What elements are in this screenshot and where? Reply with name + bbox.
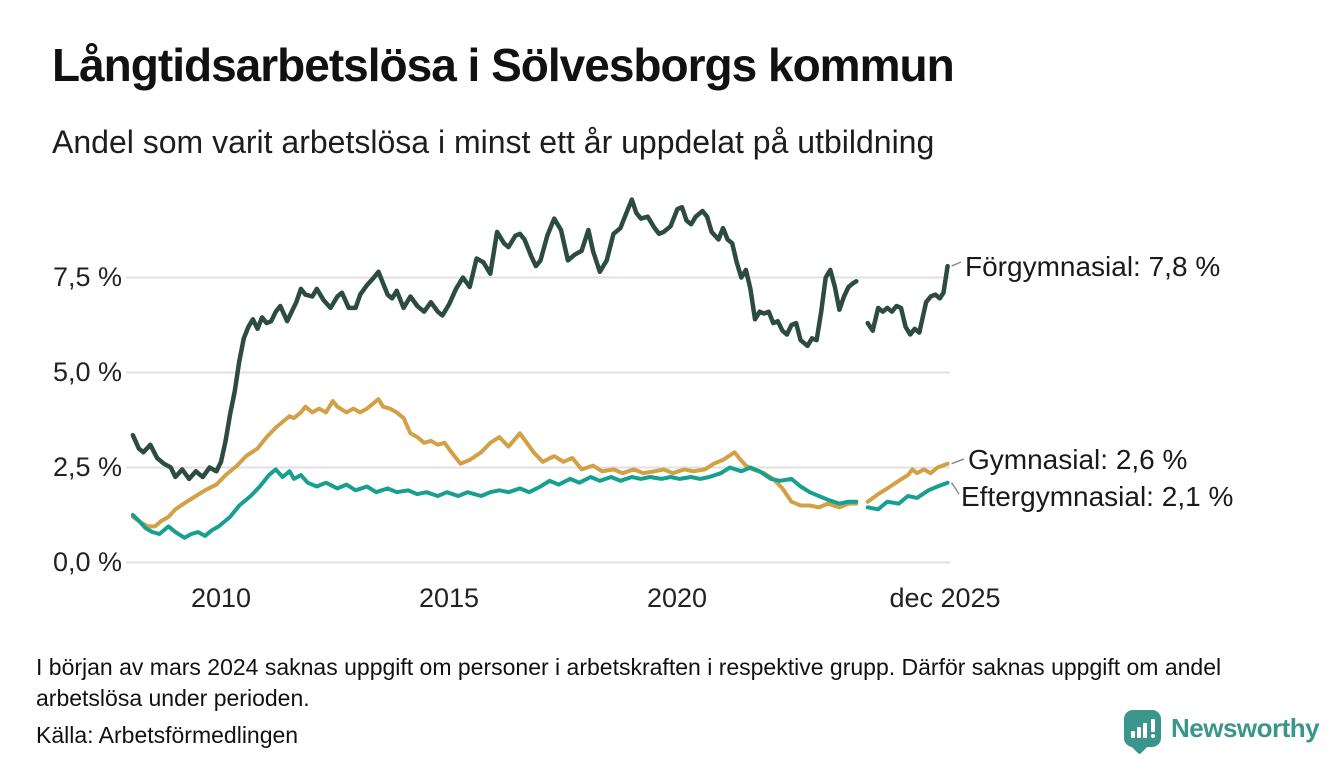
x-tick-label: 2015 [418,583,480,613]
source-line: Källa: Arbetsförmedlingen [36,722,299,748]
page-subtitle: Andel som varit arbetslösa i minst ett å… [52,124,935,160]
page-title: Långtidsarbetslösa i Sölvesborgs kommun [52,39,955,91]
series-label-forgymnasial: Förgymnasial: 7,8 % [965,251,1221,282]
series-label-eftergymnasial: Eftergymnasial: 2,1 % [961,481,1234,512]
y-tick-label: 7,5 % [52,262,122,292]
footnote: I början av mars 2024 saknas uppgift om … [36,654,1222,711]
series-label-gymnasial: Gymnasial: 2,6 % [968,444,1188,475]
y-tick-label: 2,5 % [52,452,122,482]
x-tick-label: 2020 [646,583,708,613]
x-tick-label: 2010 [190,583,252,613]
y-tick-label: 0,0 % [52,547,122,577]
newsworthy-bar-chart-icon [1124,710,1161,755]
newsworthy-wordmark: Newsworthy [1171,713,1320,743]
y-tick-label: 5,0 % [52,357,122,387]
x-tick-label: dec 2025 [889,583,1001,613]
newsworthy-logo[interactable]: Newsworthy [1124,710,1320,755]
